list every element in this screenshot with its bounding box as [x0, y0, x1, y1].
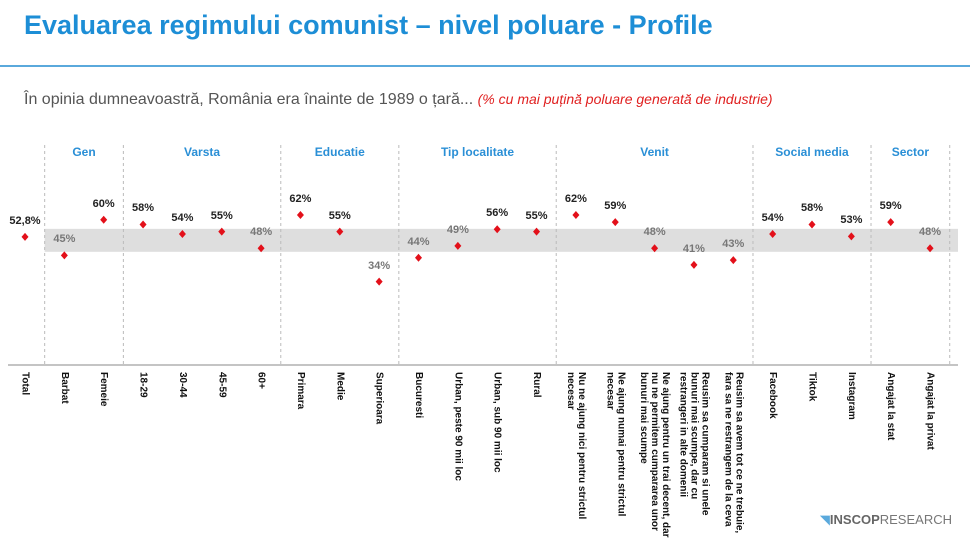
subtitle: În opinia dumneavoastră, România era îna…	[24, 91, 474, 108]
value-label: 55%	[525, 209, 548, 222]
group-label: Venit	[640, 145, 669, 159]
category-label: Reusim sa avem tot ce ne trebuie, fara s…	[722, 372, 745, 534]
category-label: Bucuresti	[413, 372, 424, 419]
category-label: Rural	[531, 372, 543, 398]
dot	[729, 256, 737, 265]
dot	[926, 244, 934, 253]
dot	[100, 215, 108, 224]
group-label: Varsta	[184, 145, 221, 159]
category-label: Nu ne ajung nici pentru strictul necesar	[564, 372, 587, 520]
group-label: Tip localitate	[440, 145, 515, 159]
category-label: 60+	[255, 372, 267, 389]
category-label: 18-29	[137, 372, 149, 398]
dot	[139, 220, 147, 229]
dot	[533, 227, 541, 236]
value-label: 60%	[92, 197, 115, 210]
group-label: Gen	[72, 145, 96, 159]
dot	[808, 220, 816, 229]
subtitle-row: În opinia dumneavoastră, România era îna…	[24, 91, 773, 109]
category-label: Barbat	[58, 372, 70, 404]
value-label: 62%	[289, 192, 312, 205]
dot	[21, 232, 29, 241]
dot	[887, 218, 895, 227]
dot	[296, 210, 304, 219]
group-label: Educatie	[314, 145, 365, 159]
category-label: Ne ajung numai pentru strictul necesar	[604, 372, 627, 517]
dot	[218, 227, 226, 236]
category-label: Instagram	[845, 372, 857, 420]
value-label: 58%	[132, 202, 155, 215]
dot	[651, 244, 659, 253]
dot	[572, 210, 580, 219]
category-label: Facebook	[767, 372, 779, 419]
dot	[847, 232, 855, 241]
value-label: 52,8%	[9, 214, 41, 227]
value-label: 54%	[171, 211, 194, 224]
value-label: 58%	[800, 202, 824, 215]
dot	[336, 227, 344, 236]
dot	[493, 225, 501, 234]
category-label: Medie	[334, 372, 346, 401]
value-label: 45%	[53, 233, 76, 246]
logo-brand: INSCOP	[829, 512, 880, 527]
value-label: 59%	[604, 200, 627, 213]
category-label: Reusim sa cumparam si unele bunuri mai s…	[677, 372, 711, 516]
value-label: 55%	[328, 209, 351, 222]
dot	[454, 241, 462, 250]
dot	[415, 253, 422, 262]
dot	[769, 229, 777, 238]
dot	[611, 218, 619, 227]
category-label: 45-59	[216, 372, 228, 398]
category-label: 30-44	[176, 372, 188, 398]
category-label: Femeie	[98, 372, 110, 407]
category-label: Angajat la stat	[885, 372, 897, 441]
chart-title: Evaluarea regimului comunist – nivel pol…	[24, 10, 713, 40]
value-label: 54%	[761, 211, 784, 224]
dot	[178, 229, 186, 238]
value-label: 49%	[446, 223, 469, 236]
category-label: Primara	[294, 372, 306, 410]
dot	[690, 260, 698, 269]
category-label: Angajat la privat	[924, 372, 936, 450]
category-label: Urban, sub 90 mii loc	[491, 372, 503, 473]
title-rule	[0, 65, 970, 67]
group-label: Sector	[891, 145, 930, 159]
dot	[60, 251, 68, 260]
note: (% cu mai puțină poluare generată de ind…	[477, 91, 773, 107]
dot	[257, 244, 265, 253]
value-label: 34%	[368, 259, 391, 272]
category-label: Ne ajung pentru un trai decent, dar nu n…	[638, 372, 672, 538]
average-band	[44, 228, 959, 252]
value-label: 48%	[250, 226, 273, 239]
value-label: 55%	[210, 209, 233, 222]
logo: ◥INSCOPRESEARCH	[819, 512, 952, 527]
value-label: 62%	[564, 192, 587, 205]
value-label: 43%	[722, 238, 745, 251]
value-label: 48%	[919, 226, 942, 239]
value-label: 53%	[840, 214, 863, 227]
dot	[375, 277, 383, 286]
value-label: 44%	[407, 235, 430, 248]
category-label: Urban, peste 90 mii loc	[452, 372, 464, 481]
value-label: 56%	[486, 207, 509, 220]
logo-suffix: RESEARCH	[879, 512, 952, 527]
value-label: 41%	[682, 242, 705, 255]
category-label: Total	[19, 372, 31, 396]
value-label: 48%	[643, 226, 666, 239]
category-label: Tiktok	[806, 372, 818, 402]
value-label: 59%	[879, 200, 902, 213]
category-label: Superioara	[373, 372, 385, 425]
group-label: Social media	[775, 145, 849, 159]
